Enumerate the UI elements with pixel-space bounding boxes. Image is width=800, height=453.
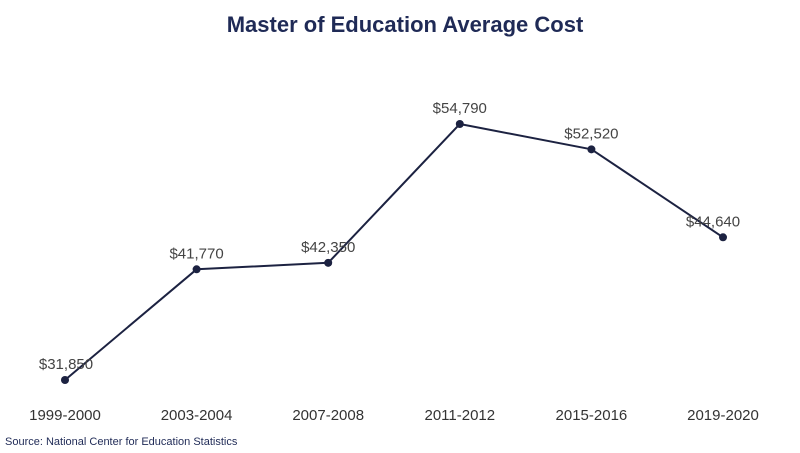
- data-label: $52,520: [564, 125, 618, 142]
- x-tick-label: 2019-2020: [687, 407, 759, 424]
- data-label: $54,790: [433, 100, 487, 117]
- data-label: $31,850: [39, 356, 93, 373]
- data-point: [192, 265, 201, 274]
- data-point: [324, 258, 333, 267]
- data-points: [61, 120, 727, 384]
- x-tick-label: 2015-2016: [556, 407, 628, 424]
- data-label: $41,770: [169, 245, 223, 262]
- data-point: [587, 145, 596, 154]
- data-point: [719, 233, 727, 242]
- data-label: $44,640: [686, 213, 740, 230]
- x-tick-label: 2011-2012: [424, 407, 495, 424]
- x-tick-label: 2003-2004: [161, 407, 233, 424]
- series-line: [64, 123, 724, 381]
- x-tick-label: 1999-2000: [29, 407, 101, 424]
- data-labels: $31,850 $41,770 $42,350 $54,790 $52,520 $44,6…: [39, 100, 740, 373]
- source-note: Source: National Center for Education St…: [5, 436, 238, 448]
- data-point: [61, 376, 69, 384]
- series-line-layer: [64, 123, 724, 381]
- chart-title: Master of Education Average Cost: [227, 12, 584, 37]
- x-tick-label: 2007-2008: [292, 407, 364, 424]
- data-point: [455, 120, 464, 128]
- data-label: $42,350: [301, 239, 355, 256]
- x-axis-ticks: 1999-2000 2003-2004 2007-2008 2011-2012 2015…: [29, 407, 759, 424]
